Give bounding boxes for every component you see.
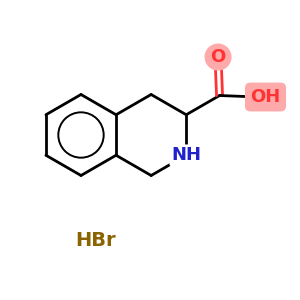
Text: OH: OH	[250, 88, 280, 106]
Text: O: O	[210, 48, 226, 66]
Text: HBr: HBr	[76, 230, 116, 250]
Text: NH: NH	[171, 146, 201, 164]
